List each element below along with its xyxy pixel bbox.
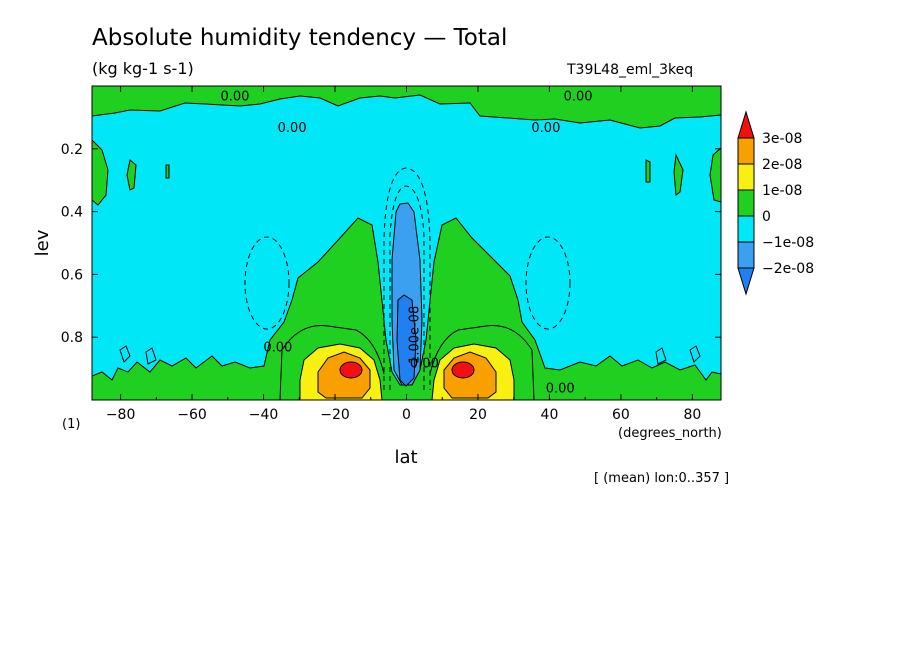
contour-label: 0.00 — [263, 341, 292, 356]
contour-label: 0.00 — [278, 121, 307, 136]
colorbar-label: 0 — [762, 209, 771, 225]
colorbar-label: 2e-08 — [762, 157, 802, 173]
fill-lower-positive — [92, 217, 721, 400]
x-tick-label: −80 — [106, 407, 136, 423]
fill-cell-east — [709, 147, 721, 203]
fill-max-south — [339, 361, 363, 379]
colorbar-box — [737, 163, 755, 191]
y-axis: 0.2 0.4 0.6 0.8 — [61, 142, 721, 346]
chart-units: (kg kg-1 s-1) — [92, 59, 194, 78]
contour-dashed-core-outer — [383, 167, 431, 390]
contour-label: 0.00 — [410, 356, 439, 371]
contour-label: 0.00 — [564, 89, 593, 104]
contour-positive-south — [279, 325, 385, 400]
contour-label: 0.00 — [546, 381, 575, 396]
y-axis-title: lev — [32, 229, 53, 256]
x-tick-label: 0 — [402, 407, 411, 423]
x-tick-label: −20 — [320, 407, 350, 423]
contour-dashed-north — [525, 236, 571, 330]
contour-cell — [689, 345, 701, 363]
fill-cell-west — [92, 139, 109, 206]
colorbar-label: −1e-08 — [762, 235, 814, 251]
fill-upper-positive — [92, 86, 721, 129]
chart-title: Absolute humidity tendency — Total — [92, 25, 507, 51]
contour-dashed-south — [244, 236, 290, 330]
x-axis-title: lat — [394, 447, 417, 468]
fill-cell — [673, 153, 684, 196]
x-tick-label: 80 — [683, 407, 701, 423]
footnote: [ (mean) lon:0..357 ] — [594, 471, 729, 486]
plot-area: 0.000.00 0.000.000.000.00 -1.00e-080.00 — [92, 86, 721, 400]
contour-positive-north — [429, 325, 535, 400]
contour-lines — [119, 167, 701, 400]
colorbar-top-triangle — [737, 110, 755, 139]
colorbar-label: 3e-08 — [762, 131, 802, 147]
x-units-label: (degrees_north) — [618, 426, 722, 441]
contour-label: 0.00 — [220, 89, 249, 104]
y-tick-label: 0.2 — [61, 142, 83, 158]
y-units-label: (1) — [62, 417, 80, 432]
colorbar-label: 1e-08 — [762, 183, 802, 199]
colorbar-box — [737, 189, 755, 217]
colorbar-box — [737, 215, 755, 243]
x-tick-label: −40 — [249, 407, 279, 423]
contour-cell — [145, 347, 157, 365]
contour-label: -1.00e-08 — [408, 306, 423, 369]
x-axis: −80 −60 −40 −20 0 20 40 60 80 — [106, 86, 701, 423]
contour-labels: 0.000.00 0.000.000.000.00 -1.00e-080.00 — [220, 89, 592, 396]
contour-cell — [119, 345, 131, 363]
colorbar-box — [737, 137, 755, 165]
contour-label: 0.00 — [531, 121, 560, 136]
contour-dashed-core-inner — [389, 185, 425, 390]
y-tick-label: 0.6 — [61, 267, 83, 283]
colorbar-box — [737, 241, 755, 269]
contour-fills — [92, 86, 721, 400]
x-tick-label: 60 — [612, 407, 630, 423]
colorbar-bottom-triangle — [737, 267, 755, 296]
x-tick-label: −60 — [177, 407, 207, 423]
experiment-label: T39L48_eml_3keq — [566, 62, 693, 78]
y-tick-label: 0.4 — [61, 205, 83, 221]
x-tick-label: 20 — [469, 407, 487, 423]
colorbar: 3e-08 2e-08 1e-08 0 −1e-08 −2e-08 — [737, 110, 814, 296]
fill-cell — [165, 164, 170, 179]
y-tick-label: 0.8 — [61, 330, 83, 346]
colorbar-label: −2e-08 — [762, 261, 814, 277]
contour-cell — [655, 347, 667, 365]
fill-cell — [645, 159, 651, 183]
fill-negative-min — [396, 294, 417, 387]
x-tick-label: 40 — [541, 407, 559, 423]
fill-cell — [126, 159, 137, 191]
fill-max-north — [451, 361, 475, 379]
